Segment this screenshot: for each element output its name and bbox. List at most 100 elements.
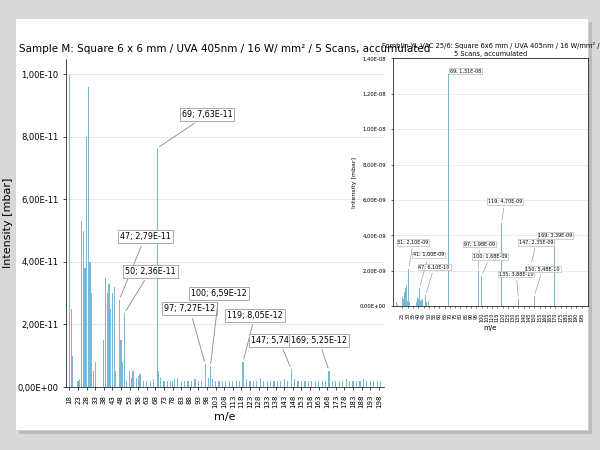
Bar — [113, 287, 115, 387]
Text: 147; 5,74E-12: 147; 5,74E-12 — [251, 336, 307, 366]
Text: 50; 2,36E-11: 50; 2,36E-11 — [125, 267, 176, 311]
FancyBboxPatch shape — [19, 22, 592, 434]
Bar — [212, 379, 213, 387]
Text: 97; 1,98E-09: 97; 1,98E-09 — [464, 242, 495, 268]
Bar — [325, 381, 326, 387]
Bar — [194, 379, 196, 387]
Bar — [481, 276, 482, 306]
Bar — [298, 381, 299, 387]
Bar — [290, 369, 292, 387]
Bar — [406, 285, 407, 306]
Bar — [177, 378, 178, 387]
Bar — [122, 362, 124, 387]
Bar — [83, 230, 84, 387]
Bar — [215, 381, 216, 387]
Bar — [81, 221, 82, 387]
Bar — [373, 381, 374, 387]
Bar — [143, 381, 144, 387]
Bar — [253, 381, 254, 387]
Text: 169; 3,39E-09: 169; 3,39E-09 — [538, 233, 572, 243]
Bar — [287, 381, 289, 387]
Bar — [359, 381, 361, 387]
Bar — [158, 371, 160, 387]
Bar — [425, 295, 426, 306]
FancyBboxPatch shape — [15, 18, 588, 430]
Bar — [208, 378, 209, 387]
Bar — [418, 299, 419, 306]
Text: 100; 6,59E-12: 100; 6,59E-12 — [191, 288, 247, 364]
Bar — [328, 371, 329, 387]
Bar — [69, 74, 70, 387]
Bar — [534, 296, 535, 306]
Bar — [397, 305, 398, 306]
Bar — [110, 309, 111, 387]
Title: Sample M: Square 6 x 6 mm / UVA 405nm / 16 W/ mm² / 5 Scans, accumulated: Sample M: Square 6 x 6 mm / UVA 405nm / … — [19, 44, 431, 54]
Bar — [133, 371, 134, 387]
Text: 97; 7,27E-12: 97; 7,27E-12 — [164, 304, 215, 362]
Bar — [79, 379, 80, 387]
Text: 119; 8,05E-12: 119; 8,05E-12 — [227, 310, 283, 359]
Bar — [422, 299, 423, 306]
Bar — [263, 381, 264, 387]
Text: 69; 1,31E-08: 69; 1,31E-08 — [449, 68, 481, 74]
Text: 150; 5,48E-10: 150; 5,48E-10 — [526, 266, 560, 294]
Bar — [187, 381, 188, 387]
Text: 100; 1,68E-09: 100; 1,68E-09 — [473, 254, 507, 274]
Bar — [356, 381, 357, 387]
Bar — [139, 374, 140, 387]
Title: Fomblin YL VAC 25/6: Square 6x6 mm / UVA 405nm / 16 W/mm² /
5 Scans, accumulated: Fomblin YL VAC 25/6: Square 6x6 mm / UVA… — [382, 42, 599, 57]
Bar — [191, 381, 192, 387]
Bar — [409, 302, 410, 306]
Bar — [246, 379, 247, 387]
Bar — [149, 381, 151, 387]
Bar — [210, 366, 211, 387]
Bar — [531, 265, 532, 306]
Bar — [284, 379, 285, 387]
Bar — [173, 379, 175, 387]
Bar — [421, 300, 422, 306]
Bar — [478, 271, 479, 306]
Bar — [85, 268, 86, 387]
Bar — [407, 301, 408, 306]
Bar — [239, 381, 240, 387]
Bar — [157, 148, 158, 387]
Bar — [419, 288, 420, 306]
Bar — [260, 378, 261, 387]
Bar — [95, 362, 96, 387]
Bar — [119, 300, 120, 387]
Bar — [346, 379, 347, 387]
Bar — [377, 381, 378, 387]
Bar — [294, 379, 295, 387]
Text: 69; 7,63E-11: 69; 7,63E-11 — [160, 110, 232, 147]
Bar — [107, 293, 108, 387]
Bar — [205, 364, 206, 387]
Bar — [366, 381, 367, 387]
Bar — [121, 340, 122, 387]
Y-axis label: Intensity [mbar]: Intensity [mbar] — [3, 178, 13, 268]
Bar — [115, 371, 116, 387]
Bar — [370, 381, 371, 387]
Bar — [125, 381, 127, 387]
Bar — [86, 137, 87, 387]
Bar — [112, 293, 113, 387]
Bar — [229, 381, 230, 387]
Bar — [304, 381, 305, 387]
Bar — [218, 381, 220, 387]
Text: 119; 4,70E-09: 119; 4,70E-09 — [488, 199, 522, 220]
Bar — [266, 381, 268, 387]
Bar — [146, 381, 148, 387]
Bar — [105, 278, 106, 387]
Bar — [396, 302, 397, 306]
Bar — [167, 381, 168, 387]
Bar — [153, 379, 154, 387]
Bar — [402, 297, 403, 306]
Bar — [71, 309, 72, 387]
Bar — [88, 87, 89, 387]
Bar — [380, 381, 381, 387]
Bar — [136, 378, 137, 387]
Bar — [318, 381, 319, 387]
Text: 47; 6,10E-10: 47; 6,10E-10 — [418, 265, 450, 292]
Bar — [129, 371, 130, 387]
Bar — [314, 381, 316, 387]
Bar — [160, 378, 161, 387]
